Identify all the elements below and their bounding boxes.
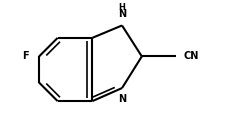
Text: N: N: [118, 9, 126, 19]
Text: N: N: [118, 94, 126, 104]
Text: F: F: [23, 51, 29, 61]
Text: H: H: [119, 3, 125, 12]
Text: CN: CN: [184, 51, 199, 61]
